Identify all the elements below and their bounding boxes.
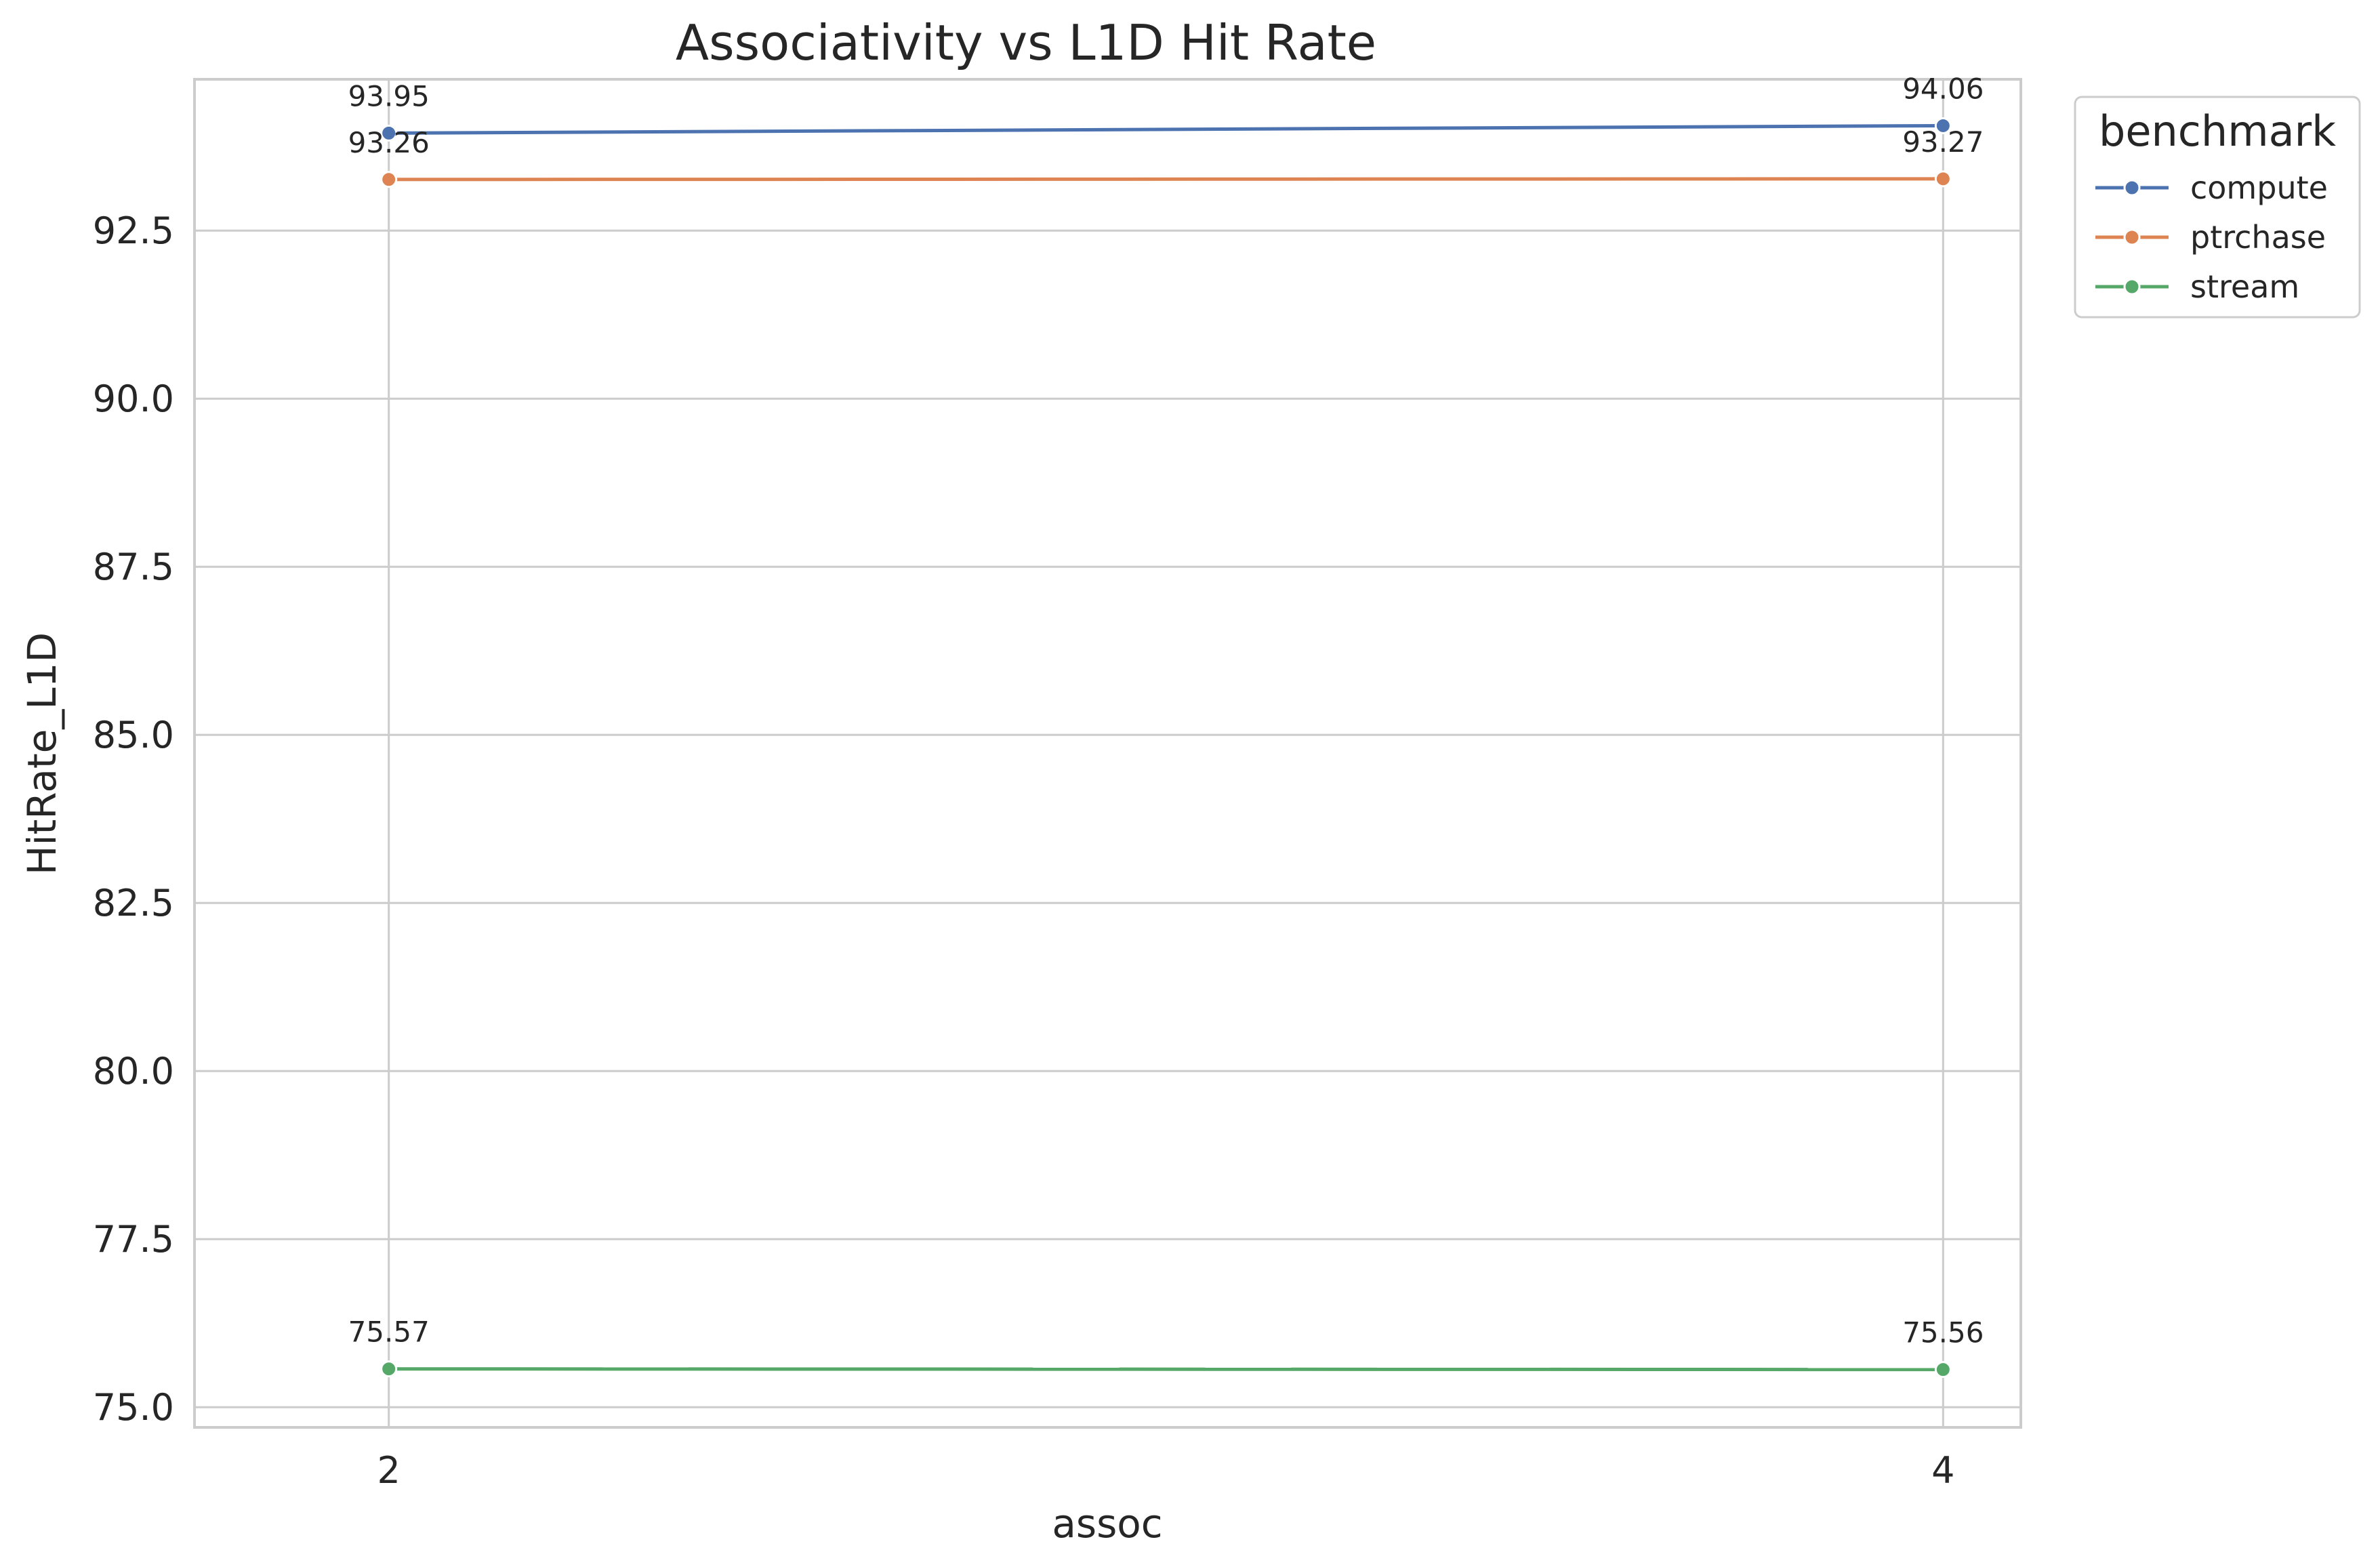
- grid: [194, 79, 2021, 1427]
- legend-label-ptrchase: ptrchase: [2190, 219, 2326, 256]
- y-axis-label: HitRate_L1D: [19, 632, 65, 875]
- data-point-compute: [1934, 117, 1952, 134]
- data-label-compute: 93.95: [348, 79, 430, 113]
- data-label-ptrchase: 93.26: [348, 126, 430, 159]
- legend-title: benchmark: [2099, 106, 2336, 156]
- y-tick-label: 80.0: [93, 1050, 174, 1093]
- plot-frame: [193, 78, 2022, 1429]
- series-line-stream: [388, 1367, 1944, 1372]
- chart-title: Associativity vs L1D Hit Rate: [676, 14, 1376, 71]
- data-label-compute: 94.06: [1902, 72, 1984, 105]
- y-tick-label: 87.5: [93, 546, 174, 588]
- y-tick-label: 90.0: [93, 378, 174, 420]
- data-label-ptrchase: 93.27: [1902, 125, 1984, 159]
- data-label-stream: 75.56: [1902, 1316, 1984, 1349]
- series-line-ptrchase: [388, 177, 1944, 182]
- legend-box: [2074, 96, 2361, 319]
- legend-marker-stream: [2123, 278, 2141, 296]
- y-tick-label: 77.5: [93, 1218, 174, 1261]
- legend: benchmark compute ptrchase stream: [2074, 96, 2361, 319]
- data-label-stream: 75.57: [348, 1316, 430, 1349]
- x-tick-label: 2: [377, 1449, 401, 1492]
- data-point-stream: [380, 1360, 398, 1378]
- y-tick-label: 82.5: [93, 882, 174, 924]
- y-tick-label: 92.5: [93, 209, 174, 252]
- x-tick-label: 4: [1931, 1449, 1954, 1492]
- series-lines: [380, 117, 1952, 1379]
- legend-marker-compute: [2123, 179, 2141, 197]
- data-point-stream: [1934, 1361, 1952, 1379]
- y-axis-ticks: 75.0 77.5 80.0 82.5 85.0 87.5 90.0 92.5: [93, 209, 174, 1429]
- legend-label-stream: stream: [2190, 268, 2299, 305]
- data-point-compute: [380, 124, 398, 142]
- data-point-ptrchase: [1934, 170, 1952, 188]
- x-axis-label: assoc: [1052, 1501, 1162, 1547]
- series-line-compute: [388, 123, 1944, 135]
- legend-marker-ptrchase: [2123, 228, 2141, 246]
- data-point-ptrchase: [380, 171, 398, 188]
- data-labels: 93.95 94.06 93.26 93.27 75.57 75.56: [348, 72, 1984, 1349]
- y-tick-label: 85.0: [93, 714, 174, 756]
- legend-label-compute: compute: [2190, 169, 2328, 206]
- y-tick-label: 75.0: [93, 1386, 174, 1429]
